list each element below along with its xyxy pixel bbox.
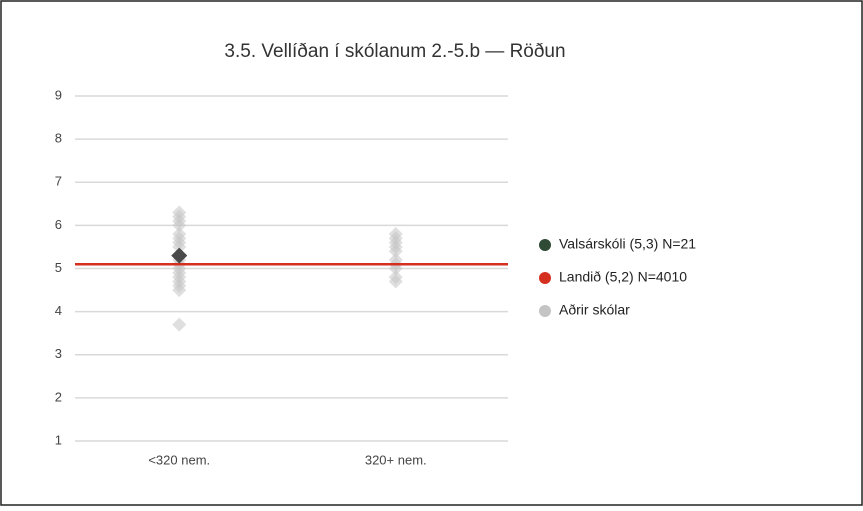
other-school-point <box>388 244 403 259</box>
x-tick-label: <320 nem. <box>148 452 210 467</box>
legend-marker <box>539 272 551 284</box>
legend-label: Valsárskóli (5,3) N=21 <box>559 236 696 252</box>
other-school-point <box>172 218 187 233</box>
other-school-point <box>172 317 187 332</box>
other-school-point <box>172 283 187 298</box>
chart-title: 3.5. Vellíðan í skólanum 2.-5.b — Röðun <box>224 41 565 62</box>
y-tick-label: 6 <box>55 217 62 232</box>
y-tick-label: 5 <box>55 260 62 275</box>
other-school-point <box>172 239 187 254</box>
x-tick-label: 320+ nem. <box>365 452 427 467</box>
y-tick-label: 9 <box>55 87 62 102</box>
y-tick-label: 8 <box>55 131 62 146</box>
legend-label: Aðrir skólar <box>559 302 630 318</box>
school-point <box>171 247 188 264</box>
y-tick-label: 1 <box>55 432 62 447</box>
legend-marker <box>539 305 551 317</box>
other-school-point <box>388 274 403 289</box>
legend-label: Landið (5,2) N=4010 <box>559 269 687 285</box>
y-tick-label: 4 <box>55 303 62 318</box>
legend-marker <box>539 239 551 251</box>
y-tick-label: 7 <box>55 174 62 189</box>
y-tick-label: 2 <box>55 389 62 404</box>
y-tick-label: 3 <box>55 346 62 361</box>
